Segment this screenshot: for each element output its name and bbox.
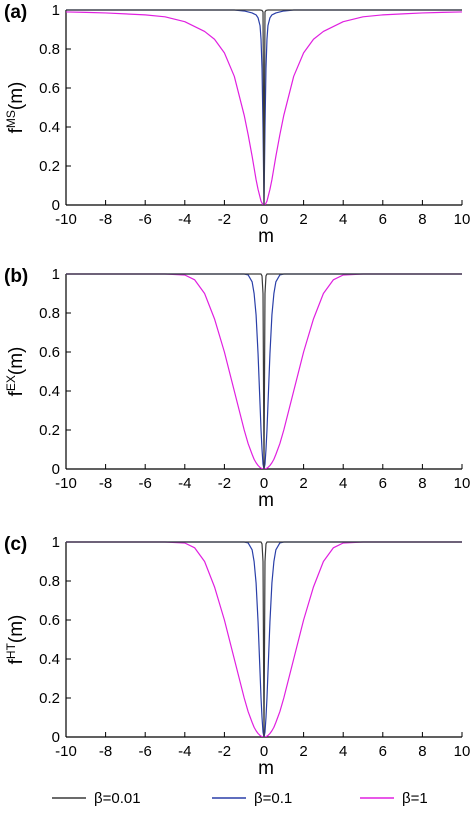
legend-item: β=0.1 — [212, 790, 292, 807]
y-tick-label: 0.4 — [39, 383, 60, 400]
y-axis-label-base: f — [6, 127, 27, 133]
y-tick-label: 1 — [52, 2, 60, 19]
panel-label: (b) — [4, 266, 28, 287]
x-tick-label: -8 — [99, 743, 112, 760]
x-tick-label: 10 — [454, 211, 471, 228]
x-tick-label: -10 — [55, 475, 77, 492]
y-axis-label-superscript: EX — [4, 375, 18, 391]
y-axis-label-superscript: HT — [4, 642, 18, 659]
chart-panel-2: -10 -8 -6 -4 -2 0 2 4 6 8 10 0 0.2 0.4 0.6 0.8 1 (b) m fEX(… — [4, 266, 470, 511]
x-tick-label: 2 — [299, 743, 307, 760]
x-tick-label: -4 — [178, 475, 191, 492]
x-tick-label: -2 — [218, 211, 231, 228]
y-tick-label: 0.6 — [39, 344, 60, 361]
x-tick-label: 0 — [260, 475, 268, 492]
y-axis-label-base: f — [6, 658, 27, 664]
x-tick-label: 10 — [454, 475, 471, 492]
series-line-1 — [66, 11, 462, 205]
x-tick-label: 6 — [379, 743, 387, 760]
y-tick-label: 0 — [52, 461, 60, 478]
y-axis-label-argument: (m) — [6, 615, 27, 643]
y-tick-label: 1 — [52, 266, 60, 283]
series-line-0-01 — [66, 273, 462, 469]
chart-panel-3: -10 -8 -6 -4 -2 0 2 4 6 8 10 0 0.2 0.4 0.6 0.8 1 (c) m fHT(… — [4, 534, 470, 779]
y-tick-label: 0.8 — [39, 305, 60, 322]
y-tick-label: 0.2 — [39, 690, 60, 707]
x-tick-label: -2 — [218, 475, 231, 492]
x-tick-label: -6 — [139, 743, 152, 760]
y-tick-label: 1 — [52, 534, 60, 551]
y-tick-label: 0.8 — [39, 41, 60, 58]
y-tick-label: 0 — [52, 729, 60, 746]
x-tick-label: 6 — [379, 475, 387, 492]
x-tick-label: 0 — [260, 211, 268, 228]
x-tick-label: -10 — [55, 211, 77, 228]
series-line-1 — [66, 541, 462, 737]
y-tick-label: 0.2 — [39, 158, 60, 175]
y-tick-label: 0 — [52, 197, 60, 214]
y-axis-label: fHT(m) — [4, 615, 27, 665]
y-tick-label: 0.6 — [39, 80, 60, 97]
x-tick-label: -8 — [99, 475, 112, 492]
x-tick-label: 2 — [299, 475, 307, 492]
x-axis-label: m — [258, 758, 274, 779]
chart-panels: -10 -8 -6 -4 -2 0 2 4 6 8 1000.20.40.60.81(a)mfMS(… — [4, 2, 470, 779]
y-axis-label: fMS(m) — [4, 82, 27, 134]
x-tick-label: 8 — [418, 211, 426, 228]
x-tick-label: -6 — [139, 475, 152, 492]
x-tick-label: -10 — [55, 743, 77, 760]
y-tick-label: 0.4 — [39, 119, 60, 136]
y-axis-label-argument: (m) — [6, 82, 27, 110]
x-tick-label: 8 — [418, 475, 426, 492]
chart-panel-1: -10 -8 -6 -4 -2 0 2 4 6 8 10 0 0.2 0.4 0.6 0.8 1 (a) m fMS(… — [4, 2, 470, 247]
y-axis-label-base: f — [6, 390, 27, 396]
x-axis-label: m — [258, 490, 274, 511]
y-tick-label: 0.4 — [39, 651, 60, 668]
series-line-0-01 — [66, 541, 462, 737]
x-tick-label: 4 — [339, 743, 347, 760]
y-tick-label: 0.8 — [39, 573, 60, 590]
y-axis-label-superscript: MS — [4, 110, 18, 128]
x-tick-label: -4 — [178, 743, 191, 760]
legend-item: β=0.01 — [52, 790, 141, 807]
panel-label: (c) — [4, 534, 27, 555]
x-tick-label: 4 — [339, 211, 347, 228]
panel-label: (a) — [4, 2, 27, 23]
legend-label: β=0.1 — [254, 790, 292, 807]
x-tick-label: 6 — [379, 211, 387, 228]
x-tick-label: 4 — [339, 475, 347, 492]
x-tick-label: 2 — [299, 211, 307, 228]
x-tick-label: -8 — [99, 211, 112, 228]
y-axis-label: fEX(m) — [4, 347, 27, 397]
x-tick-label: -2 — [218, 743, 231, 760]
y-axis-label-argument: (m) — [6, 347, 27, 375]
legend-label: β=1 — [402, 790, 428, 807]
legend-label: β=0.01 — [94, 790, 141, 807]
series-line-0-01 — [66, 9, 462, 205]
series-line-1 — [66, 273, 462, 469]
y-tick-label: 0.2 — [39, 422, 60, 439]
legend-item: β=1 — [360, 790, 428, 807]
x-tick-label: 0 — [260, 743, 268, 760]
x-tick-label: -4 — [178, 211, 191, 228]
x-tick-label: 10 — [454, 743, 471, 760]
x-tick-label: -6 — [139, 211, 152, 228]
x-axis-label: m — [258, 226, 274, 247]
y-tick-label: 0.6 — [39, 612, 60, 629]
legend: β=0.01 β=0.1 β=1 — [52, 790, 428, 807]
x-tick-label: 8 — [418, 743, 426, 760]
